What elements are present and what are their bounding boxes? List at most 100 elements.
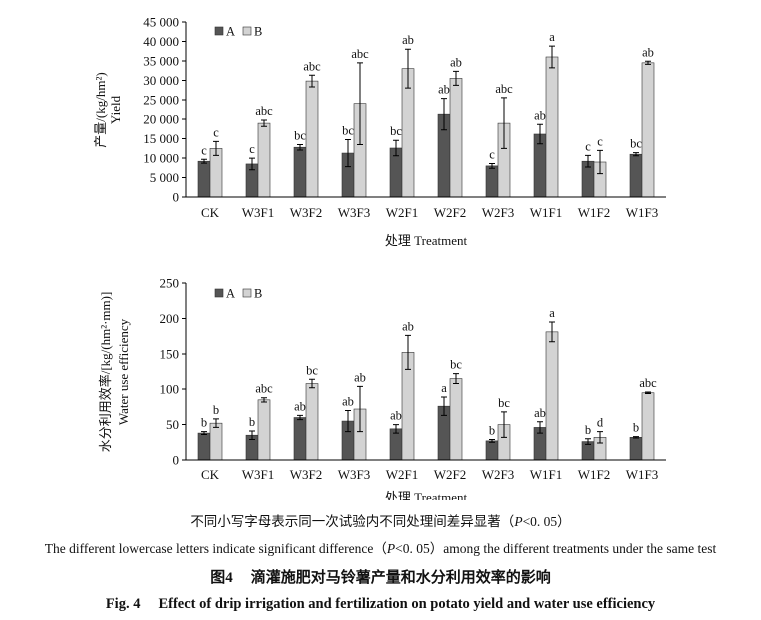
error-bar-A-W2F1 bbox=[393, 139, 399, 157]
bar-B-W3F1 bbox=[257, 399, 271, 461]
error-bar-B-W3F1 bbox=[261, 397, 267, 403]
significance-letter-B-CK: c bbox=[213, 125, 219, 139]
bar-A-W1F3 bbox=[629, 437, 643, 461]
legend-swatch-B bbox=[242, 288, 252, 298]
x-tick-label: W2F3 bbox=[482, 205, 515, 220]
significance-letter-B-W3F3: abc bbox=[351, 47, 369, 61]
figure-svg: ccCKcabcW3F1bcabcW3F2bcabcW3F3bcabW2F1ab… bbox=[93, 15, 666, 500]
bar-A-W3F2 bbox=[293, 146, 307, 198]
x-tick-label: CK bbox=[201, 205, 220, 220]
y-tick-label: 10 000 bbox=[143, 151, 179, 166]
y-tick-label: 5 000 bbox=[150, 170, 179, 185]
significance-letter-B-W2F2: bc bbox=[450, 358, 462, 372]
error-bar-B-W2F3 bbox=[501, 97, 507, 149]
significance-letter-A-W3F3: bc bbox=[342, 123, 354, 137]
y-tick-label: 150 bbox=[160, 346, 180, 361]
significance-letter-B-W2F1: ab bbox=[402, 319, 414, 333]
bar-A-W2F3 bbox=[485, 440, 499, 461]
error-bar-B-W3F2 bbox=[309, 378, 315, 389]
significance-letter-B-W2F3: abc bbox=[495, 82, 513, 96]
error-bar-B-W2F2 bbox=[453, 70, 459, 86]
significance-note-en: The different lowercase letters indicate… bbox=[0, 539, 761, 559]
significance-letter-B-W2F3: bc bbox=[498, 396, 510, 410]
legend-label-B: B bbox=[254, 25, 262, 39]
significance-note-zh: 不同小写字母表示同一次试验内不同处理间差异显著（P<0. 05） bbox=[0, 512, 761, 532]
bar-B-W1F1 bbox=[545, 331, 559, 461]
error-bar-B-W1F2 bbox=[597, 149, 603, 175]
error-bar-A-W1F1 bbox=[537, 123, 543, 145]
y-tick-label: 20 000 bbox=[143, 112, 179, 127]
significance-letter-B-W3F2: bc bbox=[306, 363, 318, 377]
error-bar-A-W1F3 bbox=[633, 436, 639, 439]
error-bar-B-W3F2 bbox=[309, 74, 315, 88]
water-use-efficiency-chart: bbCKbabcW3F1abbcW3F2ababW3F3ababW2F1abcW… bbox=[98, 276, 666, 500]
error-bar-B-W1F1 bbox=[549, 321, 555, 343]
error-bar-A-CK bbox=[201, 158, 207, 164]
error-bar-A-W2F2 bbox=[441, 396, 447, 416]
significance-letter-A-W2F1: bc bbox=[390, 124, 402, 138]
bar-B-W1F3 bbox=[641, 62, 655, 198]
x-tick-label: W2F2 bbox=[434, 467, 467, 482]
x-tick-label: W1F2 bbox=[578, 205, 611, 220]
error-bar-B-W2F1 bbox=[405, 334, 411, 370]
x-tick-label: CK bbox=[201, 467, 220, 482]
bar-A-W3F2 bbox=[293, 417, 307, 461]
error-bar-A-W3F3 bbox=[345, 409, 351, 433]
x-tick-label: W1F3 bbox=[626, 467, 659, 482]
bar-B-W3F2 bbox=[305, 80, 319, 198]
x-tick-label: W3F3 bbox=[338, 467, 371, 482]
significance-letter-B-W1F2: c bbox=[597, 134, 603, 148]
y-tick-label: 200 bbox=[160, 311, 180, 326]
note-en-p-symbol: P bbox=[386, 541, 396, 556]
x-tick-label: W1F2 bbox=[578, 467, 611, 482]
error-bar-A-W3F1 bbox=[249, 157, 255, 171]
x-axis-label: 处理 Treatment bbox=[385, 490, 468, 500]
error-bar-B-W3F3 bbox=[357, 385, 363, 433]
y-tick-label: 30 000 bbox=[143, 73, 179, 88]
significance-letter-A-W3F2: bc bbox=[294, 129, 306, 143]
note-zh-text: 不同小写字母表示同一次试验内不同处理间差异显著（ bbox=[190, 514, 515, 529]
significance-letter-A-W1F2: c bbox=[585, 139, 591, 153]
significance-letter-B-W2F2: ab bbox=[450, 55, 462, 69]
significance-letter-A-W2F1: ab bbox=[390, 409, 402, 423]
bar-A-W2F3 bbox=[485, 165, 499, 198]
significance-letter-B-W1F3: ab bbox=[642, 45, 654, 59]
x-tick-label: W2F1 bbox=[386, 205, 419, 220]
bar-B-W2F2 bbox=[449, 378, 463, 461]
bar-A-W1F3 bbox=[629, 153, 643, 198]
legend-swatch-B bbox=[242, 26, 252, 36]
error-bar-B-W1F3 bbox=[645, 60, 651, 65]
x-tick-label: W2F1 bbox=[386, 467, 419, 482]
x-tick-label: W1F1 bbox=[530, 467, 563, 482]
x-tick-label: W3F3 bbox=[338, 205, 371, 220]
y-tick-label: 0 bbox=[173, 453, 180, 468]
error-bar-B-CK bbox=[213, 140, 219, 156]
error-bar-A-W1F1 bbox=[537, 421, 543, 434]
y-tick-label: 45 000 bbox=[143, 15, 179, 30]
bar-B-W1F3 bbox=[641, 392, 655, 461]
y-axis-label-en: Water use efficiency bbox=[116, 318, 131, 425]
y-axis-label: 水分利用效率/[kg/(hm²·mm)] bbox=[98, 292, 113, 453]
x-axis-label: 处理 Treatment bbox=[385, 233, 468, 248]
error-bar-A-W2F3 bbox=[489, 163, 495, 169]
significance-letter-B-W3F2: abc bbox=[303, 59, 321, 73]
y-tick-label: 15 000 bbox=[143, 131, 179, 146]
x-tick-label: W1F3 bbox=[626, 205, 659, 220]
y-tick-label: 50 bbox=[166, 417, 179, 432]
error-bar-A-W1F2 bbox=[585, 438, 591, 445]
error-bar-B-W3F3 bbox=[357, 62, 363, 145]
figure-caption-en: Fig. 4 Effect of drip irrigation and fert… bbox=[0, 594, 761, 614]
significance-letter-A-W3F3: ab bbox=[342, 394, 354, 408]
x-tick-label: W3F2 bbox=[290, 467, 323, 482]
significance-letter-B-CK: b bbox=[213, 403, 219, 417]
x-tick-label: W3F1 bbox=[242, 467, 275, 482]
y-tick-label: 35 000 bbox=[143, 53, 179, 68]
error-bar-A-W3F2 bbox=[297, 414, 303, 421]
x-tick-label: W1F1 bbox=[530, 205, 563, 220]
error-bar-A-W3F1 bbox=[249, 430, 255, 440]
note-en-text: The different lowercase letters indicate… bbox=[44, 541, 387, 556]
error-bar-B-W1F1 bbox=[549, 45, 555, 69]
bar-B-CK bbox=[209, 422, 223, 461]
significance-letter-B-W3F1: abc bbox=[255, 104, 273, 118]
significance-letter-A-W2F3: b bbox=[489, 423, 495, 437]
